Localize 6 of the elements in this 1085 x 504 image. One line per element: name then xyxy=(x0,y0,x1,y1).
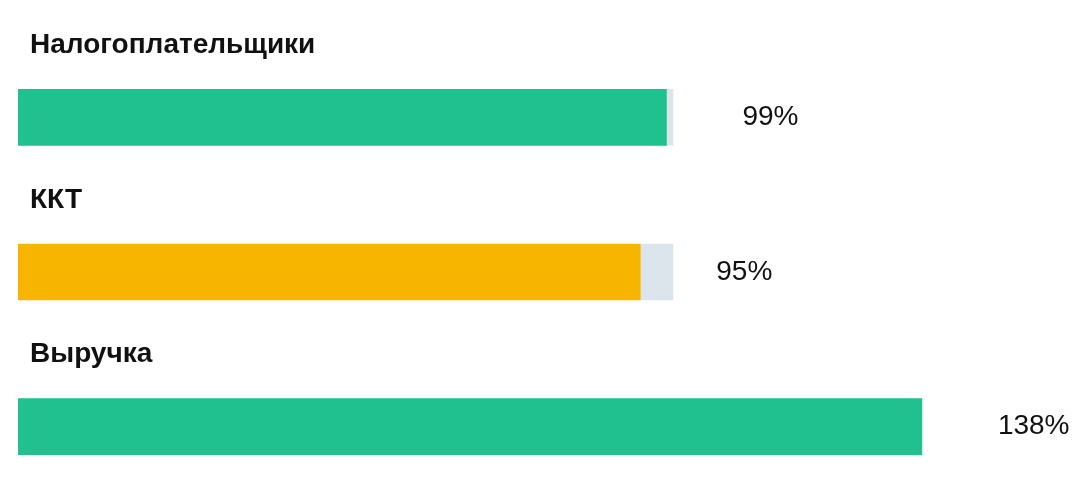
y-tick-label: ККТ xyxy=(30,182,82,214)
data-label: 99% xyxy=(742,100,799,132)
data-label: 138% xyxy=(997,409,1070,441)
data-label: 95% xyxy=(716,254,773,286)
y-tick-label: Налогоплательщики xyxy=(30,28,316,60)
y-tick-label: Выручка xyxy=(30,337,153,369)
